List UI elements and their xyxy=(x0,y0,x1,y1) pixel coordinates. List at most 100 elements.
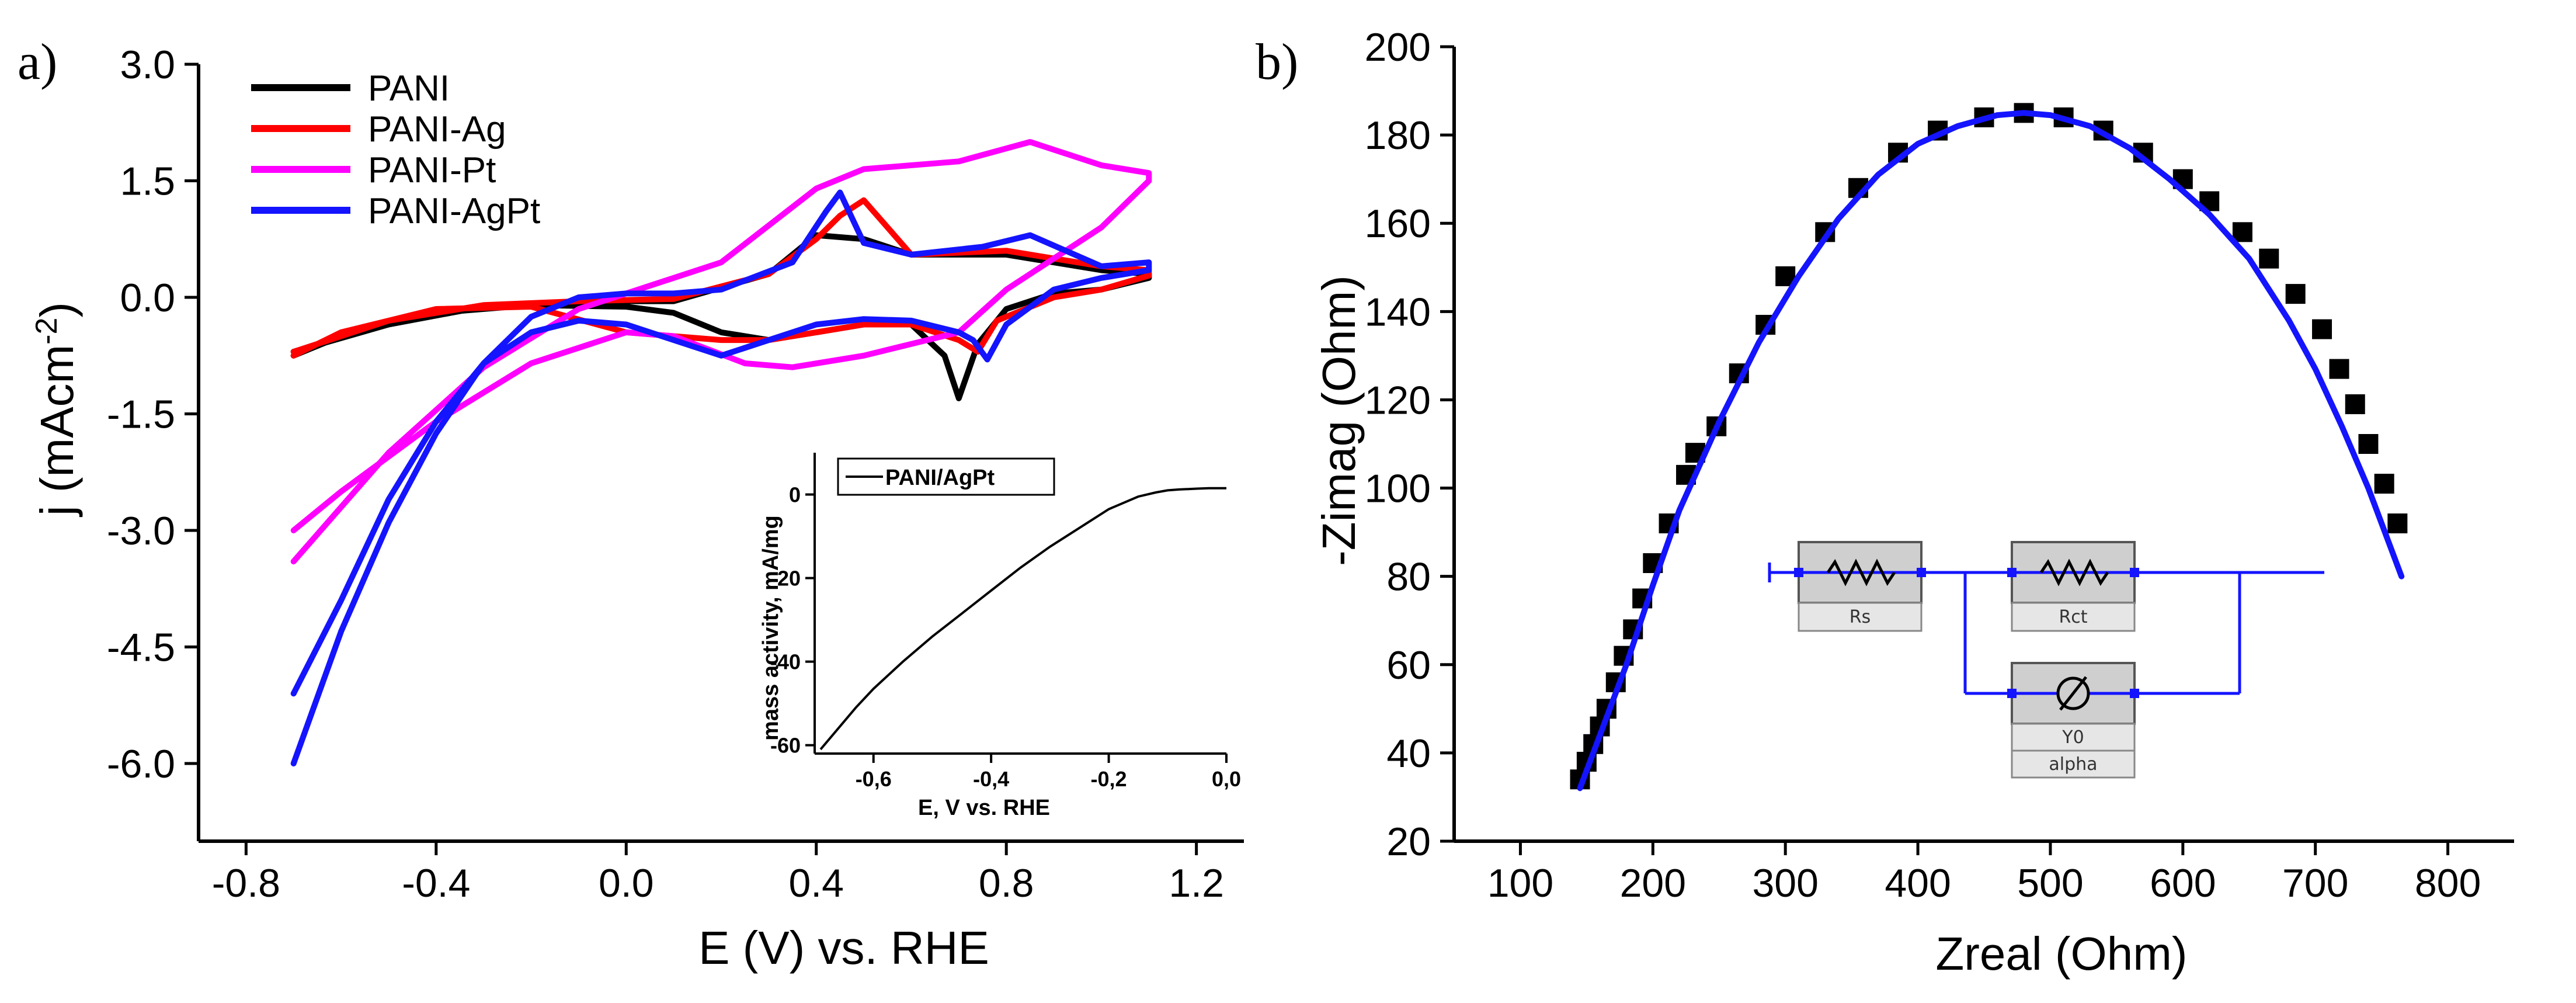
panel-b-y-tick-label: 20 xyxy=(1386,820,1431,864)
panel-a-x-tick-label: 0.0 xyxy=(599,861,654,905)
panel-b-y-tick-label: 100 xyxy=(1365,467,1431,511)
data-point xyxy=(2312,319,2332,339)
panel-a-y-tick-label: 3.0 xyxy=(120,43,175,87)
panel-b-y-tick-label: 180 xyxy=(1365,113,1431,158)
inset-x-tick-label: -0,2 xyxy=(1091,767,1127,791)
panel-a-x-tick-label: 0.8 xyxy=(979,861,1034,905)
panel-b-y-tick-label: 80 xyxy=(1386,555,1431,599)
panel-b-y-tick-label: 60 xyxy=(1386,643,1431,688)
panel-b-y-tick-label: 200 xyxy=(1365,25,1431,70)
inset-legend-box xyxy=(837,457,1055,496)
panel-b-y-tick-label: 40 xyxy=(1386,731,1431,776)
panel-b-x-axis-title: Zreal (Ohm) xyxy=(1935,928,2187,980)
circuit-element-rs: Rs xyxy=(1798,541,1923,632)
data-point xyxy=(2358,434,2379,454)
panel-a-x-tick-label: -0.8 xyxy=(212,861,280,905)
cpe-alpha-label-box xyxy=(2011,749,2136,779)
panel-a-axes: -0.8 -0.4 0.0 0.4 0.8 1.2 3.0 1.5 0.0 -1.5 -3.0 -4.… xyxy=(107,43,1244,905)
panel-a-x-tick-label: 1.2 xyxy=(1169,861,1224,905)
panel-a-label: a) xyxy=(18,34,57,91)
panel-b-x-tick-label: 100 xyxy=(1487,861,1553,905)
legend-label-pani-ag: PANI-Ag xyxy=(368,109,506,150)
circuit-element-cpe: Y0 alpha xyxy=(2011,662,2136,779)
panel-a-y-tick-label: -4.5 xyxy=(107,626,175,670)
inset-x-tick-label: -0,4 xyxy=(973,767,1009,791)
panel-b-y-tick-label: 160 xyxy=(1365,202,1431,246)
panel-a-y-axis-title-end: ) xyxy=(31,302,83,318)
legend-label-pani-pt: PANI-Pt xyxy=(368,150,496,190)
cpe-y0-label: Y0 xyxy=(2062,727,2084,748)
panel-a-x-tick-label: -0.4 xyxy=(402,861,470,905)
panel-a: a) -0.8 -0.4 0.0 0.4 0.8 1.2 3.0 1.5 0.0 -1.5 -3.0… xyxy=(18,34,1244,974)
inset-y-tick-label: -40 xyxy=(770,650,801,674)
panel-b-x-tick-label: 300 xyxy=(1752,861,1818,905)
panel-a-y-tick-label: 0.0 xyxy=(120,276,175,320)
panel-b-axes: 100 200 300 400 500 600 700 800 20 40 60 80 100 120 14… xyxy=(1365,25,2514,905)
circuit-node xyxy=(2130,568,2139,577)
circuit-node xyxy=(1794,568,1803,577)
panel-b-y-tick-label: 140 xyxy=(1365,290,1431,334)
inset-background xyxy=(733,450,1235,794)
inset-y-tick-label: -60 xyxy=(770,734,801,758)
rct-label-box xyxy=(2011,602,2136,632)
data-point xyxy=(2345,394,2365,414)
data-point xyxy=(2329,359,2349,379)
inset-x-tick-label: 0,0 xyxy=(1212,767,1241,791)
inset-plot-area xyxy=(819,487,1226,751)
rs-label: Rs xyxy=(1850,607,1871,627)
panel-b-y-tick-label: 120 xyxy=(1365,378,1431,422)
panel-b-y-axis-title: -Zimag (Ohm) xyxy=(1313,275,1365,566)
panel-b-x-tick-label: 700 xyxy=(2282,861,2348,905)
equivalent-circuit: Rs Rct Y0 alpha xyxy=(1768,541,2324,779)
inset-series-line xyxy=(819,487,1226,751)
series-line-pani-agpt xyxy=(290,189,1152,766)
circuit-node xyxy=(2007,568,2017,577)
resistor-icon xyxy=(1826,558,1896,586)
inset-legend: PANI/AgPt xyxy=(837,457,1055,496)
inset-chart: -0,6 -0,4 -0,2 0,0 0 -20 -40 -60 E, V vs. RHE m… xyxy=(733,450,1241,820)
inset-legend-label: PANI/AgPt xyxy=(885,466,995,490)
data-point xyxy=(2285,284,2306,304)
inset-y-tick-label: -20 xyxy=(770,567,801,591)
panel-b-plot-area xyxy=(1570,103,2408,792)
panel-a-y-axis-title-sup: -2 xyxy=(30,318,64,345)
circuit-node xyxy=(1917,568,1926,577)
data-point xyxy=(2374,474,2394,494)
panel-a-y-tick-label: -3.0 xyxy=(107,509,175,553)
inset-x-axis-title: E, V vs. RHE xyxy=(918,796,1050,820)
panel-a-x-axis-title: E (V) vs. RHE xyxy=(698,922,989,974)
panel-a-y-tick-label: -6.0 xyxy=(107,742,175,786)
panel-b-x-tick-label: 400 xyxy=(1885,861,1951,905)
inset-x-tick-label: -0,6 xyxy=(856,767,892,791)
rct-label: Rct xyxy=(2059,607,2087,627)
data-point xyxy=(2387,513,2408,533)
panel-b-label: b) xyxy=(1256,34,1298,91)
inset-axes: -0,6 -0,4 -0,2 0,0 0 -20 -40 -60 xyxy=(770,453,1241,791)
legend-label-pani-agpt: PANI-AgPt xyxy=(368,191,540,231)
legend-label-pani: PANI xyxy=(368,68,450,109)
circuit-node xyxy=(2007,689,2017,698)
inset-y-axis-title: mass activity, mA/mg xyxy=(759,515,783,741)
panel-a-y-tick-label: -1.5 xyxy=(107,393,175,437)
inset-y-tick-label: 0 xyxy=(789,483,801,507)
panel-b-x-tick-label: 200 xyxy=(1620,861,1686,905)
cpe-alpha-label: alpha xyxy=(2049,754,2097,775)
panel-a-y-tick-label: 1.5 xyxy=(120,159,175,204)
panel-b: b) 100 200 300 400 500 600 700 800 20 40 60 80 100 12… xyxy=(1256,25,2514,980)
series-line-pani-pt xyxy=(290,139,1152,565)
circuit-node xyxy=(2130,689,2139,698)
circuit-element-rct: Rct xyxy=(2011,541,2136,632)
fit-line xyxy=(1577,110,2405,792)
rs-label-box xyxy=(1798,602,1923,632)
panel-a-x-tick-label: 0.4 xyxy=(788,861,844,905)
panel-b-x-tick-label: 800 xyxy=(2415,861,2481,905)
resistor-icon xyxy=(2039,558,2109,586)
panel-b-x-tick-label: 500 xyxy=(2017,861,2083,905)
panel-a-y-axis-title-main: j (mAcm xyxy=(31,345,83,517)
cpe-slash-icon xyxy=(2059,676,2087,711)
data-point xyxy=(2232,222,2252,242)
panel-b-x-tick-label: 600 xyxy=(2150,861,2216,905)
